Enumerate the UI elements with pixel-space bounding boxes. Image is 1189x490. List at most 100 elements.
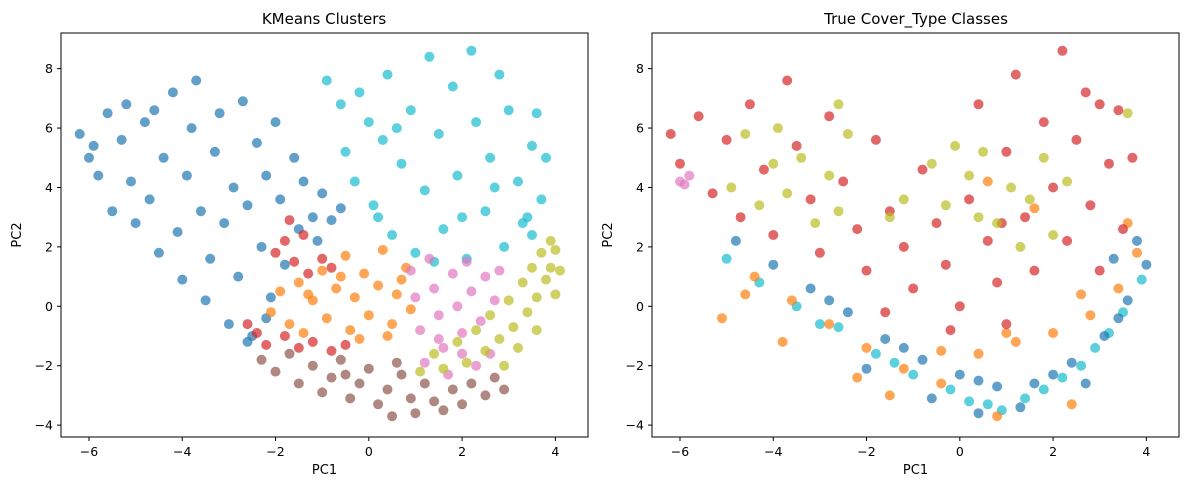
data-point-series-3 [457, 328, 468, 338]
data-point-series-5 [457, 399, 468, 410]
data-point-series-1 [1080, 378, 1091, 389]
data-point-series-6 [541, 274, 551, 285]
y-tick-label: 8 [45, 61, 53, 76]
data-point-series-4 [772, 123, 783, 134]
data-point-series-4 [950, 140, 961, 151]
data-point-series-3 [1029, 265, 1040, 276]
data-point-series-2 [740, 289, 751, 300]
data-point-series-1 [541, 152, 551, 163]
data-point-series-6 [545, 235, 556, 246]
data-point-series-1 [499, 241, 510, 252]
data-point-series-2 [340, 250, 351, 261]
data-point-series-2 [284, 319, 295, 330]
data-point-series-3 [852, 224, 863, 235]
data-point-series-4 [842, 129, 853, 139]
data-point-series-6 [550, 289, 561, 300]
data-point-series-0 [289, 152, 300, 163]
data-point-series-2 [898, 363, 909, 374]
data-point-series-2 [382, 331, 393, 341]
data-point-series-1 [377, 134, 388, 145]
data-point-series-1 [321, 75, 332, 86]
data-point-series-0 [191, 75, 202, 86]
data-point-series-3 [452, 301, 463, 312]
data-point-series-4 [1015, 241, 1026, 252]
data-point-series-1 [1066, 357, 1077, 368]
y-tick-label: −2 [35, 358, 53, 373]
data-point-series-3 [1113, 105, 1124, 116]
y-tick-label: −4 [626, 418, 644, 433]
y-axis-label: PC2 [10, 222, 25, 247]
data-point-series-0 [126, 176, 136, 187]
data-point-series-1 [485, 152, 496, 163]
data-point-series-0 [908, 369, 919, 380]
data-point-series-0 [265, 292, 276, 303]
data-point-series-1 [405, 105, 416, 116]
data-point-series-5 [499, 384, 510, 395]
data-point-series-5 [396, 369, 407, 380]
data-point-series-0 [209, 146, 220, 157]
data-point-series-1 [335, 99, 346, 110]
data-point-series-4 [833, 99, 844, 110]
data-point-series-6 [503, 295, 514, 306]
data-point-series-0 [74, 129, 85, 139]
data-point-series-0 [200, 295, 211, 306]
data-point-series-0 [139, 117, 150, 128]
data-point-series-0 [1038, 384, 1049, 395]
data-point-series-3 [489, 295, 500, 306]
data-point-series-6 [531, 292, 542, 303]
data-point-series-4 [293, 342, 304, 353]
data-point-series-1 [363, 117, 374, 128]
data-point-series-5 [405, 393, 416, 404]
data-point-series-5 [410, 408, 421, 419]
data-point-series-2 [363, 310, 374, 321]
data-point-series-2 [396, 274, 407, 285]
y-tick-label: 0 [45, 299, 53, 314]
data-point-series-4 [833, 206, 844, 217]
data-point-series-0 [223, 319, 234, 330]
data-point-series-0 [335, 203, 346, 214]
data-point-series-0 [149, 105, 160, 116]
data-point-series-5 [270, 366, 281, 377]
data-point-series-2 [936, 345, 947, 356]
data-point-series-1 [861, 363, 872, 374]
data-point-series-4 [884, 212, 895, 223]
x-tick-label: −6 [80, 444, 98, 459]
x-tick-label: −2 [266, 444, 284, 459]
data-point-series-0 [153, 247, 164, 258]
data-point-series-4 [940, 200, 951, 211]
data-point-series-1 [354, 87, 365, 98]
data-point-series-1 [373, 212, 384, 223]
data-point-series-1 [522, 212, 533, 223]
data-point-series-0 [1136, 274, 1147, 285]
data-point-series-0 [814, 319, 825, 330]
data-point-series-6 [522, 307, 533, 318]
data-point-series-3 [466, 286, 477, 297]
data-point-series-4 [242, 319, 253, 330]
data-point-series-0 [1020, 393, 1031, 404]
data-point-series-1 [917, 354, 928, 365]
data-point-series-6 [429, 348, 440, 359]
data-point-series-1 [1141, 259, 1152, 270]
y-tick-label: 4 [45, 180, 53, 195]
data-point-series-4 [261, 339, 272, 350]
data-point-series-2 [317, 265, 328, 276]
data-point-series-1 [471, 117, 482, 128]
data-point-series-1 [387, 230, 398, 240]
data-point-series-6 [536, 247, 547, 258]
data-point-series-1 [973, 408, 984, 419]
data-point-series-3 [1057, 45, 1068, 56]
data-point-series-1 [424, 51, 435, 62]
data-point-series-2 [749, 271, 760, 282]
data-point-series-4 [270, 247, 281, 258]
data-point-series-4 [964, 170, 975, 181]
data-point-series-3 [791, 140, 802, 151]
data-point-series-4 [726, 182, 737, 193]
x-tick-label: −6 [671, 444, 689, 459]
data-point-series-0 [326, 215, 337, 226]
data-point-series-0 [116, 134, 127, 145]
data-point-series-3 [782, 75, 793, 86]
data-point-series-4 [796, 152, 807, 163]
data-point-series-1 [438, 224, 449, 235]
data-point-series-4 [317, 253, 328, 264]
data-point-series-3 [1038, 117, 1049, 128]
